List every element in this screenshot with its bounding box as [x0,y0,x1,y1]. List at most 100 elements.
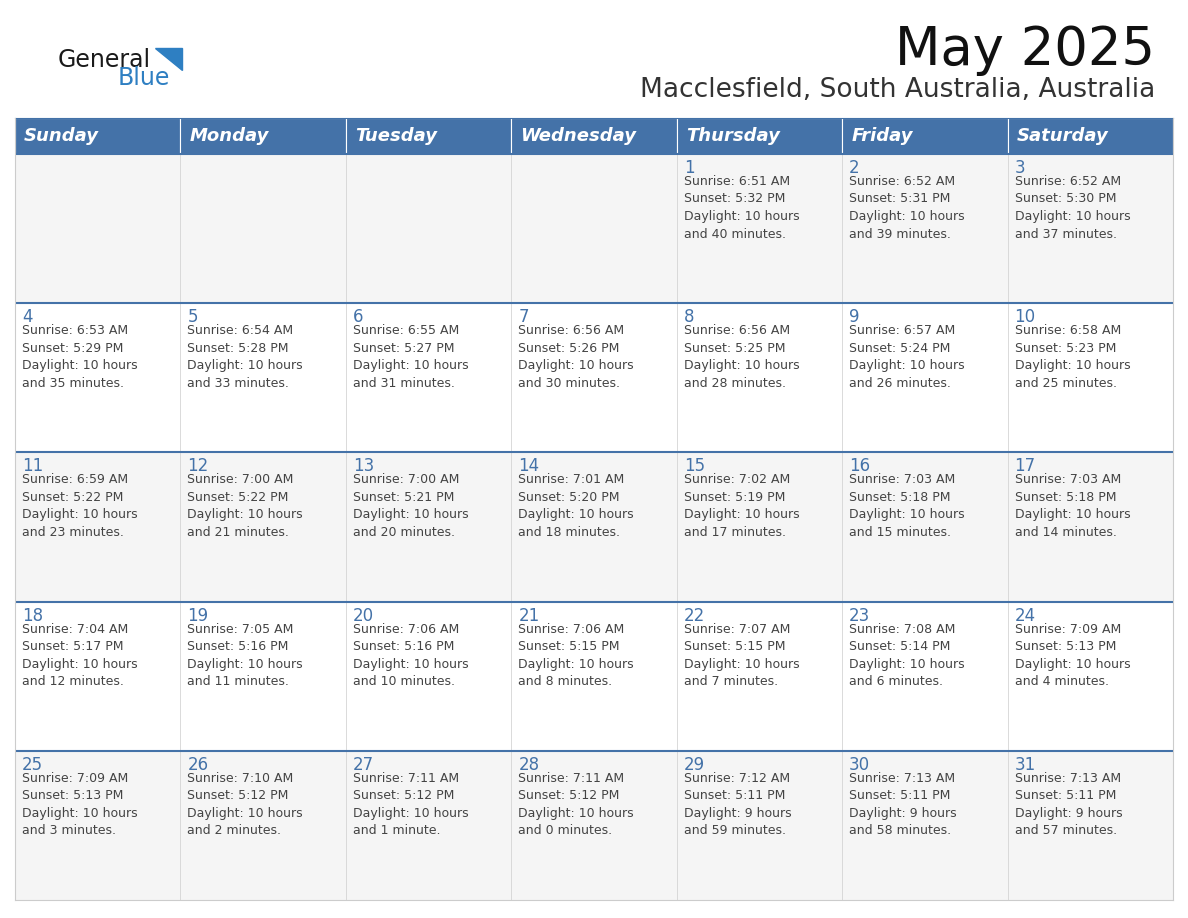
Text: 29: 29 [684,756,704,774]
Bar [511,453,677,601]
Bar [511,601,677,751]
Text: Sunrise: 7:10 AM
Sunset: 5:12 PM
Daylight: 10 hours
and 2 minutes.: Sunrise: 7:10 AM Sunset: 5:12 PM Dayligh… [188,772,303,837]
Bar [15,154,181,303]
Bar [677,303,842,453]
Text: 1: 1 [684,159,694,177]
Text: 6: 6 [353,308,364,326]
Bar [15,453,181,601]
Text: General: General [58,48,151,72]
Text: 24: 24 [1015,607,1036,624]
Bar [677,154,842,303]
Bar [677,751,842,900]
Text: 22: 22 [684,607,704,624]
Text: 28: 28 [518,756,539,774]
Bar [511,118,677,154]
Bar [1007,601,1173,751]
Text: Saturday: Saturday [1017,127,1108,145]
Text: Sunrise: 7:05 AM
Sunset: 5:16 PM
Daylight: 10 hours
and 11 minutes.: Sunrise: 7:05 AM Sunset: 5:16 PM Dayligh… [188,622,303,688]
Bar [677,118,842,154]
Text: 21: 21 [518,607,539,624]
Text: 10: 10 [1015,308,1036,326]
Text: Sunrise: 6:58 AM
Sunset: 5:23 PM
Daylight: 10 hours
and 25 minutes.: Sunrise: 6:58 AM Sunset: 5:23 PM Dayligh… [1015,324,1130,390]
Bar [181,154,346,303]
Text: 26: 26 [188,756,209,774]
Text: Tuesday: Tuesday [355,127,437,145]
Bar [346,453,511,601]
Bar [842,303,1007,453]
Bar [346,118,511,154]
Bar [15,601,181,751]
Text: Sunrise: 6:56 AM
Sunset: 5:26 PM
Daylight: 10 hours
and 30 minutes.: Sunrise: 6:56 AM Sunset: 5:26 PM Dayligh… [518,324,634,390]
Text: Sunrise: 7:11 AM
Sunset: 5:12 PM
Daylight: 10 hours
and 1 minute.: Sunrise: 7:11 AM Sunset: 5:12 PM Dayligh… [353,772,468,837]
Text: 27: 27 [353,756,374,774]
Text: 13: 13 [353,457,374,476]
Text: Sunrise: 6:59 AM
Sunset: 5:22 PM
Daylight: 10 hours
and 23 minutes.: Sunrise: 6:59 AM Sunset: 5:22 PM Dayligh… [23,474,138,539]
Text: Sunrise: 7:04 AM
Sunset: 5:17 PM
Daylight: 10 hours
and 12 minutes.: Sunrise: 7:04 AM Sunset: 5:17 PM Dayligh… [23,622,138,688]
Bar [1007,453,1173,601]
Bar [677,601,842,751]
Bar [15,751,181,900]
Text: Sunrise: 7:02 AM
Sunset: 5:19 PM
Daylight: 10 hours
and 17 minutes.: Sunrise: 7:02 AM Sunset: 5:19 PM Dayligh… [684,474,800,539]
Text: Sunrise: 6:52 AM
Sunset: 5:31 PM
Daylight: 10 hours
and 39 minutes.: Sunrise: 6:52 AM Sunset: 5:31 PM Dayligh… [849,175,965,241]
Text: 31: 31 [1015,756,1036,774]
Text: Sunrise: 6:54 AM
Sunset: 5:28 PM
Daylight: 10 hours
and 33 minutes.: Sunrise: 6:54 AM Sunset: 5:28 PM Dayligh… [188,324,303,390]
Text: 15: 15 [684,457,704,476]
Text: Sunday: Sunday [24,127,99,145]
Text: 12: 12 [188,457,209,476]
Text: Sunrise: 6:55 AM
Sunset: 5:27 PM
Daylight: 10 hours
and 31 minutes.: Sunrise: 6:55 AM Sunset: 5:27 PM Dayligh… [353,324,468,390]
Text: Sunrise: 7:00 AM
Sunset: 5:21 PM
Daylight: 10 hours
and 20 minutes.: Sunrise: 7:00 AM Sunset: 5:21 PM Dayligh… [353,474,468,539]
Text: 25: 25 [23,756,43,774]
Text: 5: 5 [188,308,198,326]
Text: Sunrise: 7:09 AM
Sunset: 5:13 PM
Daylight: 10 hours
and 4 minutes.: Sunrise: 7:09 AM Sunset: 5:13 PM Dayligh… [1015,622,1130,688]
Text: Thursday: Thursday [685,127,779,145]
Text: 19: 19 [188,607,209,624]
Bar [346,303,511,453]
Bar [842,751,1007,900]
Text: Sunrise: 6:52 AM
Sunset: 5:30 PM
Daylight: 10 hours
and 37 minutes.: Sunrise: 6:52 AM Sunset: 5:30 PM Dayligh… [1015,175,1130,241]
Text: May 2025: May 2025 [895,24,1155,76]
Bar [181,453,346,601]
Bar [346,154,511,303]
Text: 9: 9 [849,308,860,326]
Text: 14: 14 [518,457,539,476]
Bar [842,453,1007,601]
Text: Sunrise: 7:06 AM
Sunset: 5:15 PM
Daylight: 10 hours
and 8 minutes.: Sunrise: 7:06 AM Sunset: 5:15 PM Dayligh… [518,622,634,688]
Text: Blue: Blue [118,66,170,90]
Bar [677,453,842,601]
Text: Sunrise: 6:57 AM
Sunset: 5:24 PM
Daylight: 10 hours
and 26 minutes.: Sunrise: 6:57 AM Sunset: 5:24 PM Dayligh… [849,324,965,390]
Text: Sunrise: 7:13 AM
Sunset: 5:11 PM
Daylight: 9 hours
and 58 minutes.: Sunrise: 7:13 AM Sunset: 5:11 PM Dayligh… [849,772,956,837]
Text: Sunrise: 7:09 AM
Sunset: 5:13 PM
Daylight: 10 hours
and 3 minutes.: Sunrise: 7:09 AM Sunset: 5:13 PM Dayligh… [23,772,138,837]
Bar [181,118,346,154]
Text: Friday: Friday [851,127,912,145]
Text: 16: 16 [849,457,871,476]
Text: 20: 20 [353,607,374,624]
Text: Macclesfield, South Australia, Australia: Macclesfield, South Australia, Australia [640,77,1155,103]
Text: 2: 2 [849,159,860,177]
Text: 4: 4 [23,308,32,326]
Text: 11: 11 [23,457,43,476]
Text: Sunrise: 7:13 AM
Sunset: 5:11 PM
Daylight: 9 hours
and 57 minutes.: Sunrise: 7:13 AM Sunset: 5:11 PM Dayligh… [1015,772,1123,837]
Bar [181,751,346,900]
Text: 23: 23 [849,607,871,624]
Bar [511,154,677,303]
Bar [346,751,511,900]
Text: Sunrise: 7:03 AM
Sunset: 5:18 PM
Daylight: 10 hours
and 14 minutes.: Sunrise: 7:03 AM Sunset: 5:18 PM Dayligh… [1015,474,1130,539]
Text: Monday: Monday [189,127,268,145]
Text: Sunrise: 7:03 AM
Sunset: 5:18 PM
Daylight: 10 hours
and 15 minutes.: Sunrise: 7:03 AM Sunset: 5:18 PM Dayligh… [849,474,965,539]
Text: Sunrise: 6:51 AM
Sunset: 5:32 PM
Daylight: 10 hours
and 40 minutes.: Sunrise: 6:51 AM Sunset: 5:32 PM Dayligh… [684,175,800,241]
Bar [842,154,1007,303]
Bar [346,601,511,751]
Text: Sunrise: 7:08 AM
Sunset: 5:14 PM
Daylight: 10 hours
and 6 minutes.: Sunrise: 7:08 AM Sunset: 5:14 PM Dayligh… [849,622,965,688]
Text: Sunrise: 7:01 AM
Sunset: 5:20 PM
Daylight: 10 hours
and 18 minutes.: Sunrise: 7:01 AM Sunset: 5:20 PM Dayligh… [518,474,634,539]
Text: Sunrise: 6:53 AM
Sunset: 5:29 PM
Daylight: 10 hours
and 35 minutes.: Sunrise: 6:53 AM Sunset: 5:29 PM Dayligh… [23,324,138,390]
Text: Sunrise: 7:06 AM
Sunset: 5:16 PM
Daylight: 10 hours
and 10 minutes.: Sunrise: 7:06 AM Sunset: 5:16 PM Dayligh… [353,622,468,688]
Bar [181,601,346,751]
Bar [15,303,181,453]
Text: Sunrise: 7:11 AM
Sunset: 5:12 PM
Daylight: 10 hours
and 0 minutes.: Sunrise: 7:11 AM Sunset: 5:12 PM Dayligh… [518,772,634,837]
Bar [511,751,677,900]
Bar [511,303,677,453]
Bar [842,118,1007,154]
Text: Wednesday: Wednesday [520,127,637,145]
Bar [181,303,346,453]
Text: 7: 7 [518,308,529,326]
